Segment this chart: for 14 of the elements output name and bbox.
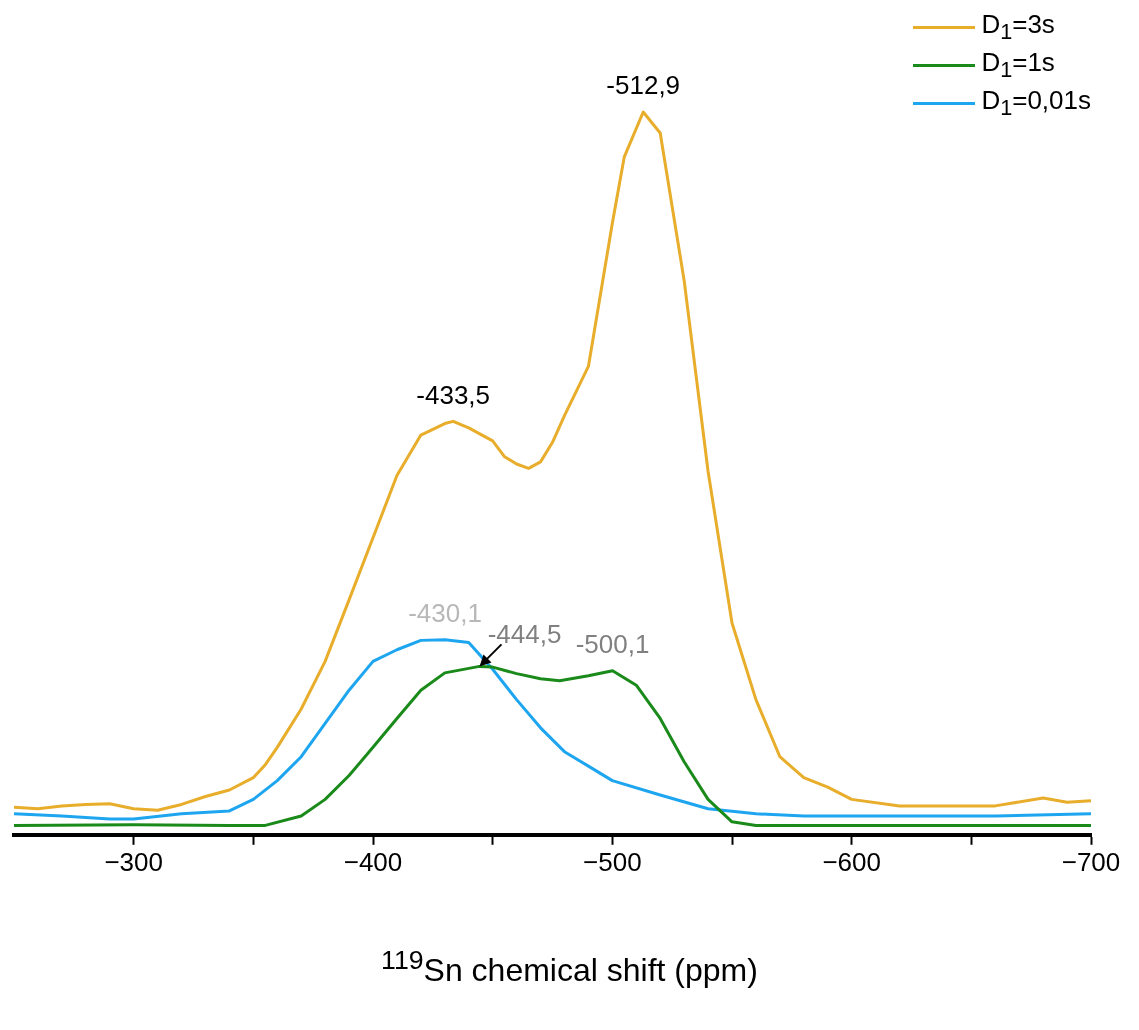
- legend-label: D$_{1}$=0,01s: [981, 84, 1091, 122]
- annotation: -433,5: [416, 379, 491, 410]
- x-tick-label: −300: [104, 846, 163, 877]
- legend-label: D$_{1}$=1s: [981, 46, 1055, 84]
- x-tick-label: −600: [822, 846, 881, 877]
- x-axis-title: $^{119}$Sn chemical shift (ppm): [380, 945, 759, 989]
- x-tick-label: −500: [583, 846, 642, 877]
- annotation: -430,1: [408, 597, 482, 628]
- x-tick-label: −400: [343, 846, 403, 877]
- annotation: -512,9: [606, 70, 681, 101]
- annotation: -500,1: [575, 628, 650, 659]
- annotation: -444,5: [487, 618, 562, 649]
- legend-label: D$_{1}$=3s: [981, 8, 1055, 46]
- x-tick-label: −700: [1061, 846, 1121, 877]
